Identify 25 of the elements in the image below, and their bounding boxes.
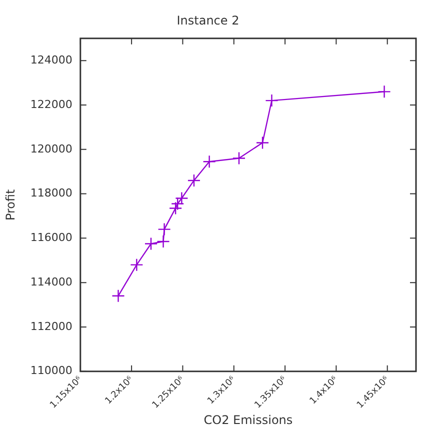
y-tick-label: 120000 — [30, 142, 72, 156]
point — [378, 85, 391, 98]
point — [156, 234, 170, 248]
x-axis-title: CO2 Emissions — [204, 412, 293, 427]
y-axis-title: Profit — [3, 188, 18, 221]
point — [187, 174, 201, 188]
chart-title: Instance 2 — [176, 13, 240, 28]
y-tick-label: 122000 — [30, 98, 72, 111]
point — [232, 152, 246, 165]
point — [144, 237, 158, 250]
point — [256, 136, 270, 150]
y-tick-label: 118000 — [30, 186, 72, 200]
point — [202, 155, 216, 168]
point — [168, 202, 182, 215]
point — [158, 222, 171, 236]
y-tick-label: 112000 — [30, 320, 72, 333]
point — [175, 192, 188, 205]
point — [130, 258, 144, 272]
point — [170, 197, 184, 210]
y-tick-label: 114000 — [30, 275, 72, 288]
y-tick-label: 124000 — [30, 53, 72, 66]
y-tick-label: 110000 — [30, 364, 72, 378]
point — [112, 289, 125, 303]
point — [265, 94, 278, 108]
y-tick-label: 116000 — [30, 231, 72, 244]
